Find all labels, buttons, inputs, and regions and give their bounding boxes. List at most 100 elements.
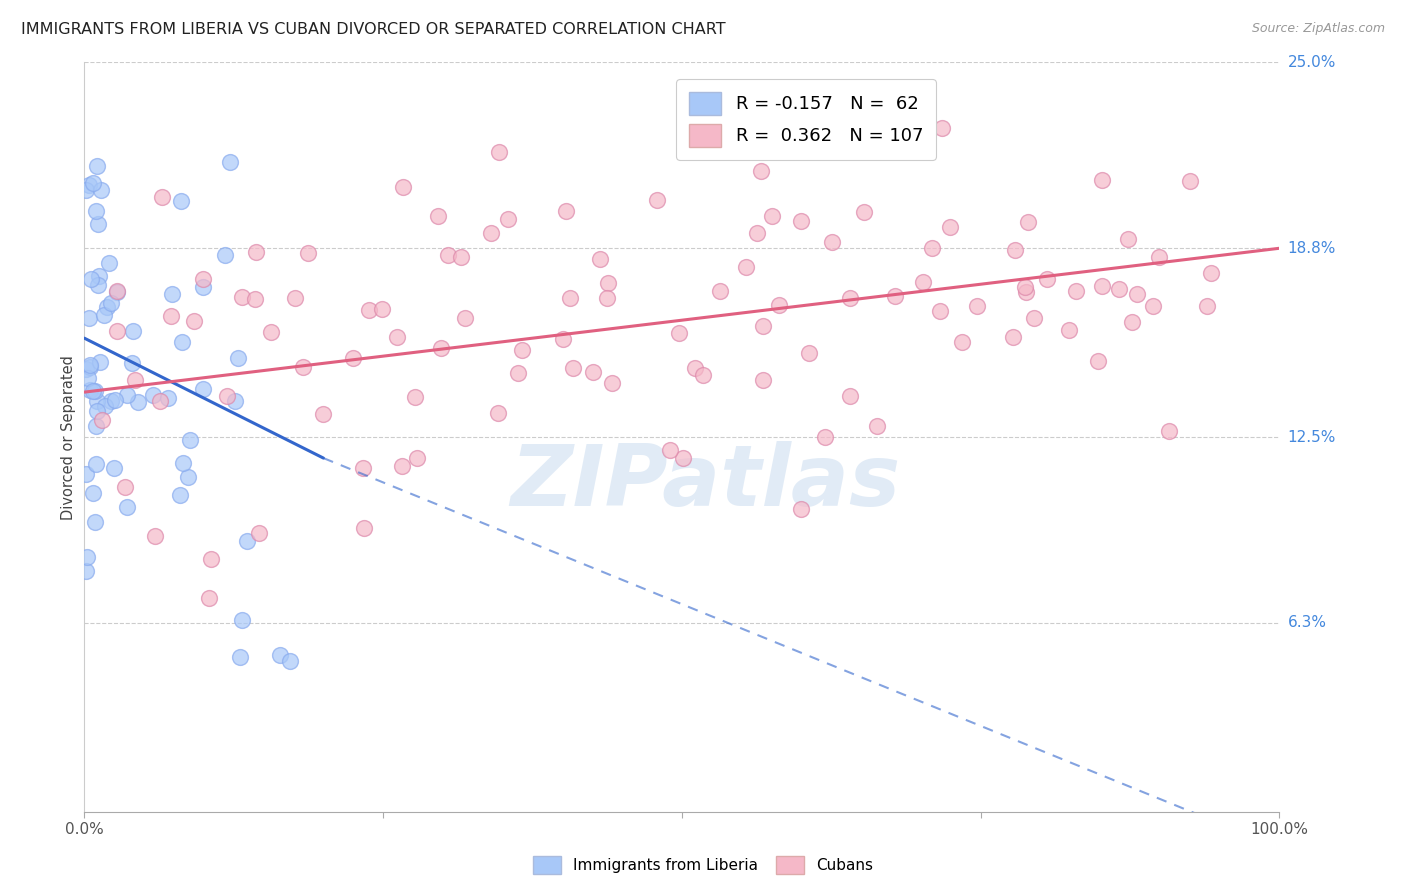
Point	[353, 521, 375, 535]
Point	[1087, 354, 1109, 368]
Point	[1195, 300, 1218, 314]
Point	[84, 384, 107, 398]
Point	[160, 310, 183, 324]
Point	[761, 209, 783, 223]
Point	[1121, 315, 1143, 329]
Y-axis label: Divorced or Separated: Divorced or Separated	[60, 355, 76, 519]
Point	[426, 209, 449, 223]
Point	[813, 430, 835, 444]
Point	[77, 310, 100, 325]
Point	[100, 394, 122, 409]
Point	[226, 351, 249, 366]
Point	[392, 179, 415, 194]
Point	[735, 260, 758, 275]
Text: 25.0%: 25.0%	[1288, 55, 1336, 70]
Point	[172, 335, 194, 350]
Point	[243, 292, 266, 306]
Point	[100, 295, 122, 310]
Point	[866, 418, 889, 433]
Point	[197, 591, 219, 606]
Point	[1126, 287, 1149, 301]
Point	[768, 298, 790, 312]
Point	[838, 388, 860, 402]
Point	[645, 193, 668, 207]
Point	[79, 384, 101, 398]
Point	[191, 279, 214, 293]
Point	[312, 407, 335, 421]
Point	[838, 291, 860, 305]
Point	[86, 419, 108, 434]
Point	[1147, 250, 1170, 264]
Point	[589, 252, 612, 267]
Point	[90, 183, 112, 197]
Point	[1142, 299, 1164, 313]
Point	[82, 384, 104, 399]
Point	[821, 235, 844, 249]
Point	[269, 648, 291, 662]
Point	[406, 450, 429, 465]
Point	[231, 613, 253, 627]
Point	[928, 304, 950, 318]
Point	[127, 395, 149, 409]
Point	[911, 275, 934, 289]
Point	[84, 457, 107, 471]
Point	[1116, 232, 1139, 246]
Text: ZIPatlas: ZIPatlas	[510, 441, 901, 524]
Point	[191, 272, 214, 286]
Point	[555, 204, 578, 219]
Text: 12.5%: 12.5%	[1288, 430, 1336, 444]
Point	[91, 413, 114, 427]
Point	[659, 443, 682, 458]
Point	[122, 324, 145, 338]
Point	[1014, 280, 1036, 294]
Point	[709, 284, 731, 298]
Point	[143, 529, 166, 543]
Point	[172, 456, 194, 470]
Point	[291, 360, 314, 375]
Legend: R = -0.157   N =  62, R =  0.362   N = 107: R = -0.157 N = 62, R = 0.362 N = 107	[676, 79, 936, 160]
Point	[86, 394, 108, 409]
Point	[169, 488, 191, 502]
Point	[404, 390, 426, 404]
Point	[105, 324, 128, 338]
Point	[852, 204, 875, 219]
Point	[183, 314, 205, 328]
Point	[1159, 424, 1181, 438]
Point	[86, 277, 108, 292]
Point	[169, 194, 191, 209]
Point	[98, 256, 121, 270]
Point	[561, 361, 583, 376]
Point	[80, 272, 103, 286]
Point	[77, 178, 100, 192]
Point	[124, 373, 146, 387]
Point	[229, 649, 252, 664]
Point	[117, 388, 139, 402]
Text: 18.8%: 18.8%	[1288, 241, 1336, 256]
Point	[486, 406, 509, 420]
Point	[224, 393, 246, 408]
Point	[1057, 323, 1080, 337]
Point	[87, 269, 110, 284]
Legend: Immigrants from Liberia, Cubans: Immigrants from Liberia, Cubans	[527, 850, 879, 880]
Point	[488, 145, 510, 160]
Point	[280, 654, 302, 668]
Point	[160, 286, 183, 301]
Point	[1017, 214, 1039, 228]
Point	[506, 366, 529, 380]
Point	[512, 343, 534, 357]
Point	[245, 245, 267, 260]
Text: 6.3%: 6.3%	[1288, 615, 1327, 631]
Point	[79, 358, 101, 372]
Point	[596, 291, 619, 305]
Point	[215, 389, 238, 403]
Point	[752, 319, 775, 334]
Point	[1036, 272, 1059, 286]
Point	[75, 564, 97, 578]
Point	[157, 391, 180, 405]
Point	[921, 241, 943, 255]
Point	[82, 176, 104, 190]
Point	[177, 470, 200, 484]
Point	[790, 502, 813, 516]
Point	[75, 183, 97, 197]
Point	[83, 515, 105, 529]
